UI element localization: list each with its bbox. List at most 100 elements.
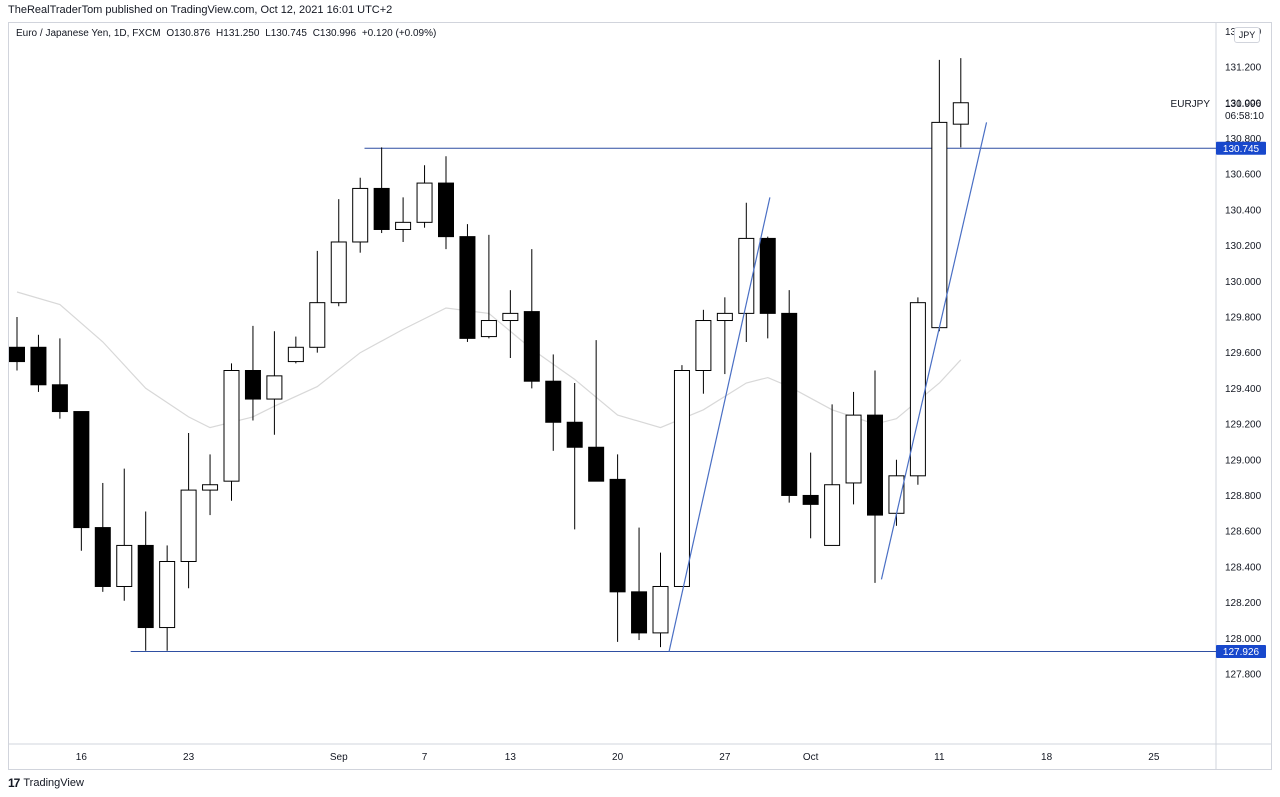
- bearish-candle: [373, 187, 390, 230]
- x-tick-label: 16: [76, 752, 88, 763]
- legend-high: H131.250: [216, 28, 260, 39]
- legend-low: L130.745: [265, 28, 307, 39]
- y-tick-label: 129.800: [1225, 312, 1262, 323]
- symbol-label: EURJPY: [1171, 99, 1211, 110]
- legend-title: Euro / Japanese Yen, 1D, FXCM: [16, 28, 161, 39]
- bullish-candle: [502, 312, 519, 322]
- bearish-candle: [94, 527, 111, 587]
- bullish-candle: [180, 489, 197, 562]
- bullish-candle: [116, 544, 133, 587]
- bullish-candle: [202, 484, 219, 491]
- x-tick-label: Oct: [803, 752, 819, 763]
- bullish-candle: [824, 484, 841, 546]
- bearish-candle: [867, 414, 883, 516]
- bullish-candle: [266, 375, 283, 400]
- legend-close: C130.996: [312, 28, 357, 39]
- bearish-candle: [51, 384, 68, 413]
- y-tick-label: 130.800: [1225, 134, 1262, 145]
- symbol-legend: Euro / Japanese Yen, 1D, FXCM O130.876 H…: [16, 28, 439, 39]
- bullish-candle: [952, 102, 969, 125]
- x-tick-label: 13: [505, 752, 517, 763]
- y-tick-label: 129.400: [1225, 384, 1262, 395]
- bullish-candle: [330, 241, 347, 304]
- chart-frame: [8, 22, 1272, 770]
- bearish-candle: [588, 446, 605, 482]
- bearish-candle: [9, 346, 25, 363]
- y-tick-label: 130.000: [1225, 277, 1262, 288]
- bullish-candle: [159, 560, 176, 629]
- bearish-candle: [609, 478, 626, 593]
- published-by-text: TheRealTraderTom published on TradingVie…: [8, 4, 393, 16]
- bearish-candle: [631, 591, 648, 634]
- y-tick-label: 131.200: [1225, 63, 1262, 74]
- bullish-candle: [287, 346, 304, 363]
- y-tick-label: 128.800: [1225, 491, 1262, 502]
- bearish-candle: [137, 544, 154, 629]
- bearish-candle: [438, 182, 454, 238]
- bearish-candle: [802, 494, 819, 505]
- bullish-candle: [738, 237, 755, 314]
- x-tick-label: 25: [1148, 752, 1160, 763]
- y-tick-label: 131.000: [1225, 98, 1262, 109]
- tradingview-logo-icon: 17: [8, 776, 20, 790]
- x-tick-label: 18: [1041, 752, 1053, 763]
- x-tick-label: 20: [612, 752, 624, 763]
- trendline: [880, 122, 988, 580]
- bullish-candle: [695, 320, 712, 371]
- footer-brand-text: TradingView: [23, 777, 84, 789]
- bullish-candle: [395, 221, 412, 230]
- y-tick-label: 130.400: [1225, 205, 1262, 216]
- y-tick-label: 129.600: [1225, 348, 1262, 359]
- y-tick-label: 130.600: [1225, 170, 1262, 181]
- footer-brand[interactable]: 17 TradingView: [8, 776, 84, 790]
- y-tick-label: 129.000: [1225, 455, 1262, 466]
- x-tick-label: 23: [183, 752, 195, 763]
- trendlines-layer: [668, 122, 988, 652]
- bullish-candle: [652, 585, 669, 634]
- y-tick-label: 128.600: [1225, 527, 1262, 538]
- level-price-label: 127.926: [1223, 647, 1260, 658]
- y-tick-label: 127.800: [1225, 669, 1262, 680]
- bearish-candle: [545, 380, 562, 423]
- candles-layer: [9, 58, 969, 651]
- bullish-candle: [352, 187, 369, 243]
- bullish-candle: [888, 475, 905, 514]
- level-price-tag: [1216, 644, 1266, 658]
- currency-button[interactable]: JPY: [1234, 27, 1260, 43]
- x-tick-label: 11: [934, 752, 945, 763]
- y-tick-label: 128.000: [1225, 634, 1262, 645]
- axes: 127.800 128.000 128.200 128.400 128.600 128.8…: [8, 22, 1272, 770]
- bullish-candle: [909, 302, 926, 477]
- bearish-candle: [523, 311, 540, 382]
- level-price-label: 130.745: [1223, 144, 1260, 155]
- bullish-candle: [223, 370, 240, 482]
- bullish-candle: [309, 302, 326, 348]
- legend-change: +0.120 (+0.09%): [361, 28, 437, 39]
- x-tick-label: 27: [719, 752, 731, 763]
- last-price-label: 130.996: [1225, 99, 1262, 110]
- y-tick-label: 129.200: [1225, 420, 1262, 431]
- bearish-candle: [73, 411, 90, 529]
- legend-open: O130.876: [166, 28, 211, 39]
- bullish-candle: [931, 121, 948, 329]
- bearish-candle: [244, 370, 261, 400]
- bullish-candle: [480, 320, 497, 338]
- level-price-tag: [1216, 141, 1266, 155]
- y-tick-label: 128.200: [1225, 598, 1262, 609]
- bearish-candle: [30, 346, 47, 386]
- countdown-label: 06:58:10: [1225, 111, 1264, 122]
- bullish-candle: [716, 312, 733, 322]
- bullish-candle: [673, 370, 690, 587]
- trendline: [668, 197, 771, 652]
- bearish-candle: [459, 236, 476, 339]
- bearish-candle: [781, 312, 798, 496]
- y-tick-label: 130.200: [1225, 241, 1262, 252]
- x-tick-label: Sep: [330, 752, 348, 763]
- x-tick-label: 7: [422, 752, 428, 763]
- horizontal-levels-layer: [130, 147, 1216, 652]
- bearish-candle: [759, 237, 776, 314]
- bullish-candle: [416, 182, 433, 223]
- bearish-candle: [566, 421, 583, 448]
